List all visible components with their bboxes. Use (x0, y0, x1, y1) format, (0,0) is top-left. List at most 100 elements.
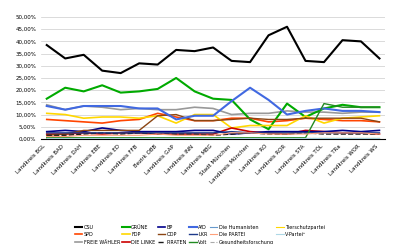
V-Partei³ (118, 137, 123, 140)
Die PARTEI (63, 135, 68, 138)
Die PARTEI (377, 132, 382, 135)
LKR (118, 131, 123, 134)
Tierschutzpartei (81, 136, 86, 139)
BP (358, 130, 363, 133)
DIE LINKE (137, 131, 142, 134)
LKR (248, 131, 252, 134)
Die PARTEI (81, 134, 86, 137)
Volt (81, 136, 86, 139)
BP (377, 129, 382, 132)
V-Partei³ (192, 137, 197, 140)
FDP (192, 113, 197, 116)
Die PARTEI (358, 131, 363, 134)
FDP (63, 113, 68, 116)
Tierschutzpartei (137, 136, 142, 139)
SPD (377, 120, 382, 123)
Gesundheitsforschung (192, 137, 197, 140)
Die Humanisten (63, 137, 68, 140)
Volt (285, 136, 290, 139)
DIE LINKE (303, 129, 308, 132)
BP (248, 131, 252, 134)
V-Partei³ (340, 137, 345, 140)
SPD (155, 112, 160, 115)
BP (44, 130, 49, 133)
FDP (137, 117, 142, 120)
AfD (81, 104, 86, 107)
ODP (81, 129, 86, 132)
AfD (211, 114, 216, 117)
Tierschutzpartei (229, 136, 234, 139)
ODP (118, 129, 123, 132)
LKR (285, 131, 290, 134)
V-Partei³ (81, 137, 86, 140)
SPD (248, 117, 252, 120)
SPD (266, 120, 271, 123)
SPD (358, 119, 363, 122)
BP (118, 129, 123, 132)
FREIE WÄHLER (377, 111, 382, 113)
ODP (377, 120, 382, 123)
FREIE WÄHLER (340, 112, 345, 115)
FDP (285, 124, 290, 127)
Die Humanisten (174, 137, 178, 140)
CSU (118, 72, 123, 75)
BP (266, 130, 271, 133)
GRÜNE (174, 77, 178, 80)
Die PARTEI (229, 131, 234, 134)
V-Partei³ (266, 137, 271, 140)
Gesundheitsforschung (266, 137, 271, 140)
Gesundheitsforschung (377, 137, 382, 140)
Tierschutzpartei (100, 136, 104, 139)
FDP (118, 115, 123, 118)
Gesundheitsforschung (63, 137, 68, 140)
Tierschutzpartei (340, 136, 345, 139)
Volt (192, 136, 197, 139)
PIRATEN (137, 131, 142, 134)
DIE LINKE (192, 132, 197, 135)
BP (174, 130, 178, 133)
Die Humanisten (248, 137, 252, 140)
GRÜNE (192, 90, 197, 93)
Volt (229, 136, 234, 139)
LKR (63, 131, 68, 134)
DIE LINKE (44, 132, 49, 135)
PIRATEN (229, 132, 234, 135)
AfD (100, 104, 104, 107)
GRÜNE (248, 118, 252, 121)
Gesundheitsforschung (340, 137, 345, 140)
FREIE WÄHLER (118, 108, 123, 111)
AfD (340, 109, 345, 112)
PIRATEN (340, 132, 345, 135)
GRÜNE (340, 103, 345, 106)
AfD (248, 86, 252, 89)
CSU (377, 57, 382, 60)
Legend: CSU, SPD, FREIE WÄHLER, GRÜNE, FDP, DIE LINKE, BP, ODP, PIRATEN, AfD, LKR, Volt,: CSU, SPD, FREIE WÄHLER, GRÜNE, FDP, DIE … (73, 223, 327, 244)
PIRATEN (81, 132, 86, 135)
LKR (377, 131, 382, 134)
Line: FDP: FDP (47, 113, 380, 128)
LKR (229, 130, 234, 133)
AfD (155, 107, 160, 110)
AfD (377, 111, 382, 113)
BP (340, 129, 345, 132)
GRÜNE (211, 97, 216, 100)
FDP (322, 122, 326, 124)
Die Humanisten (266, 137, 271, 140)
Die PARTEI (137, 134, 142, 137)
GRÜNE (229, 99, 234, 102)
Gesundheitsforschung (211, 137, 216, 140)
ODP (358, 117, 363, 120)
PIRATEN (285, 132, 290, 135)
Volt (100, 136, 104, 139)
Gesundheitsforschung (285, 137, 290, 140)
LKR (340, 131, 345, 134)
ODP (229, 118, 234, 121)
PIRATEN (155, 132, 160, 135)
GRÜNE (155, 88, 160, 91)
SPD (81, 120, 86, 123)
ODP (340, 117, 345, 120)
Volt (322, 102, 326, 105)
V-Partei³ (229, 137, 234, 140)
Tierschutzpartei (63, 136, 68, 139)
ODP (100, 129, 104, 132)
